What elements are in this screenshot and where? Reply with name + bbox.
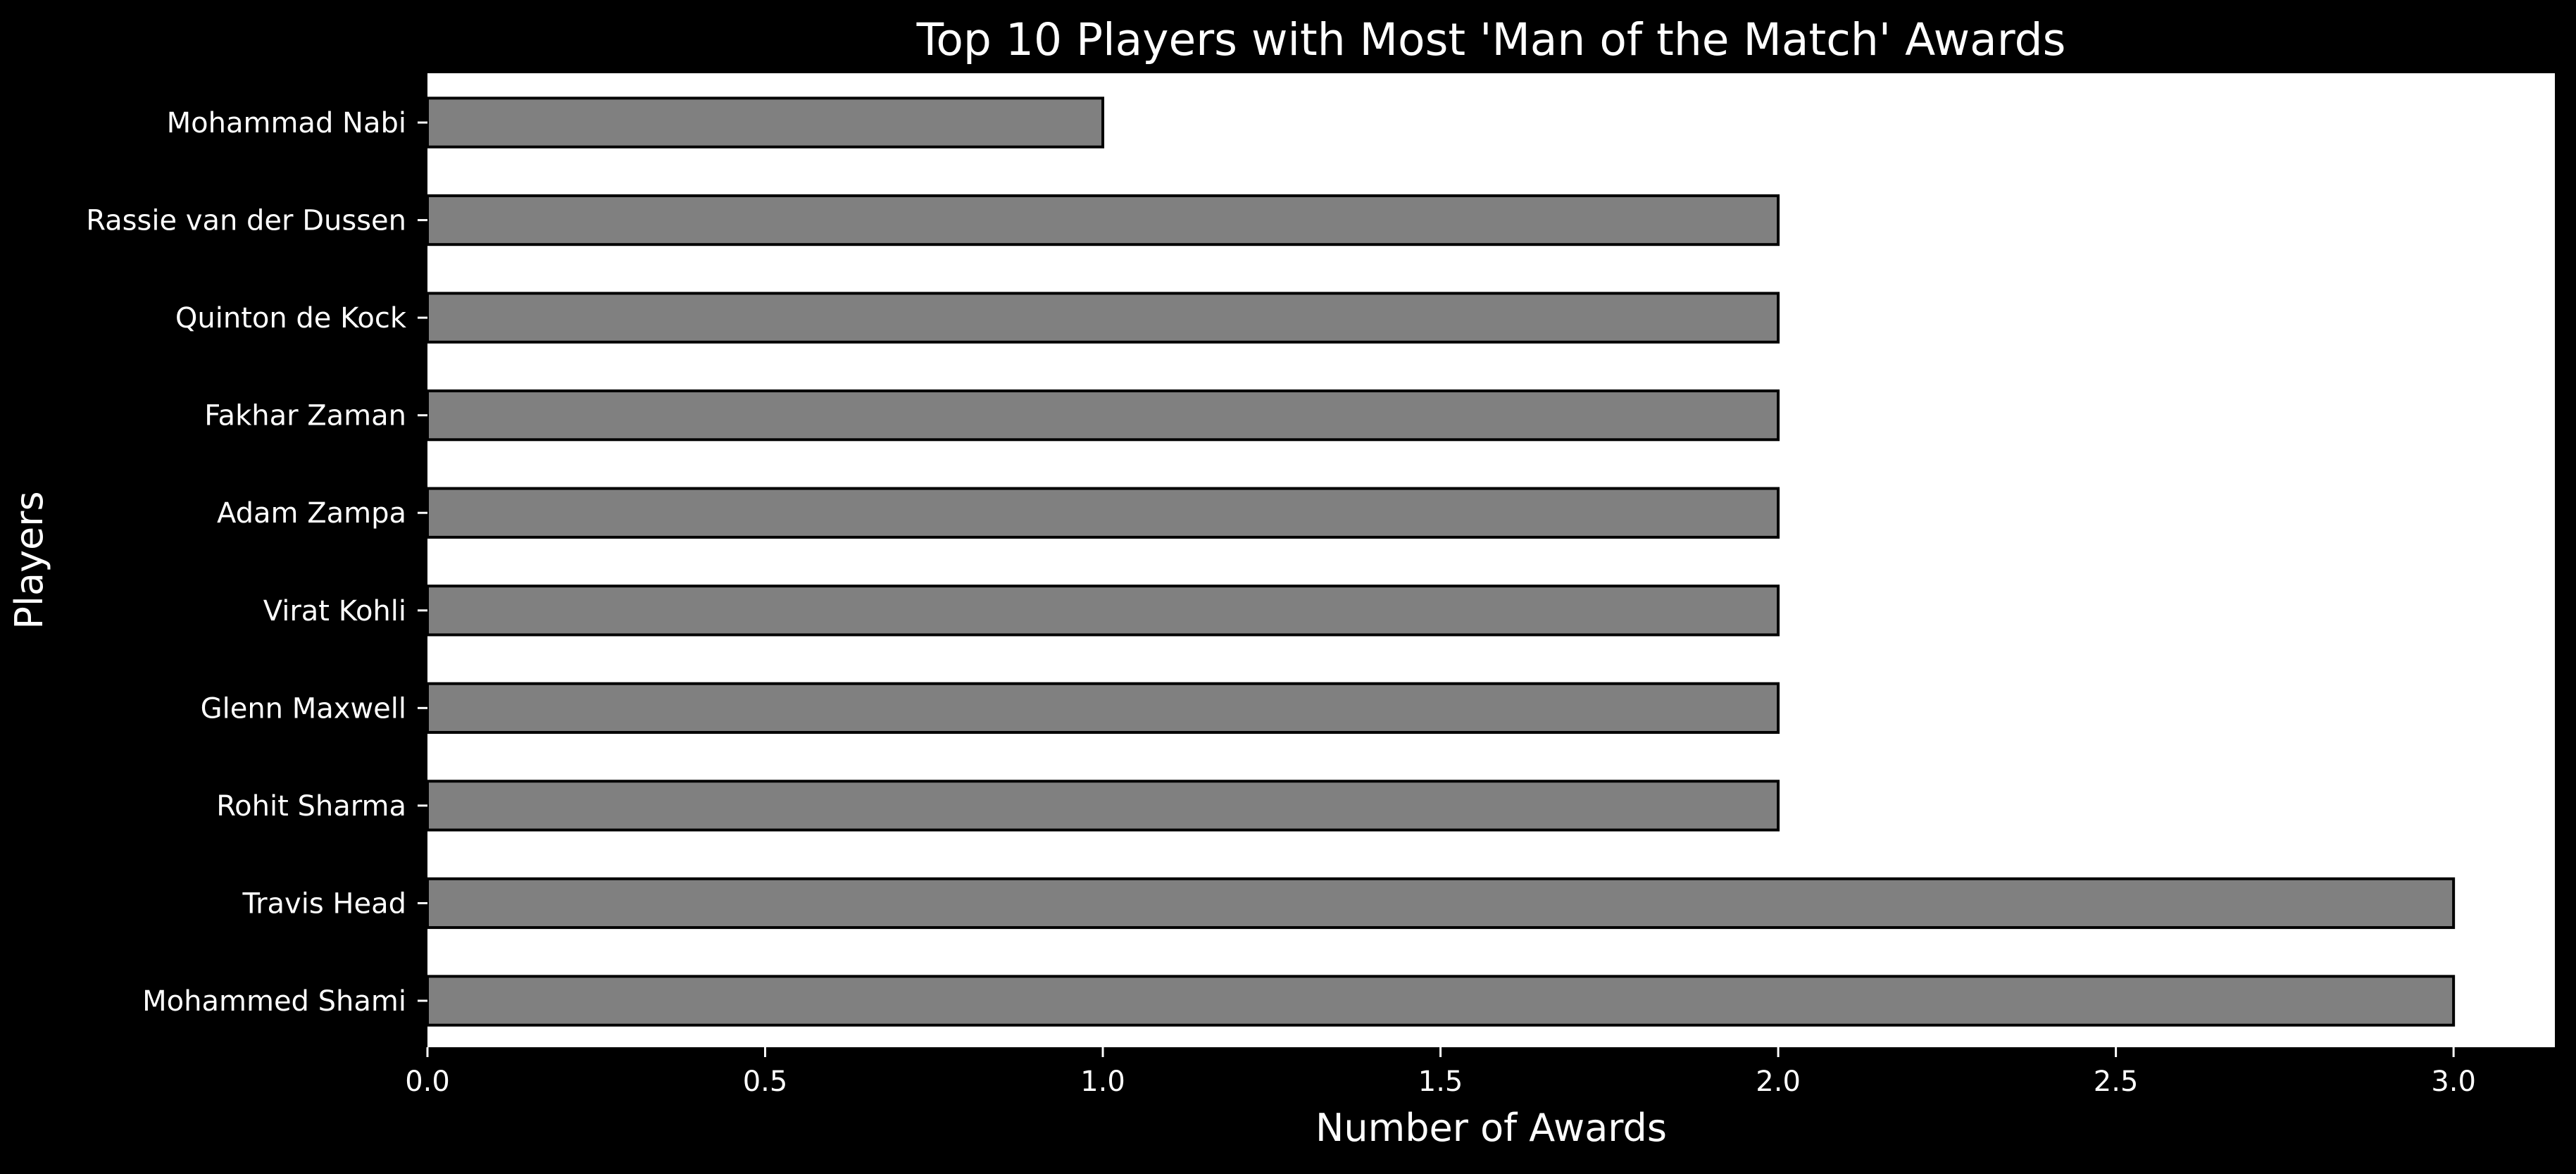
bar — [426, 487, 1780, 539]
y-tick-label: Glenn Maxwell — [201, 692, 406, 725]
bar — [426, 877, 2456, 930]
bar — [426, 96, 1105, 149]
y-tick-label: Mohammed Shami — [142, 985, 406, 1018]
y-tick-label: Travis Head — [242, 887, 406, 920]
x-tick-label: 1.0 — [1080, 1066, 1125, 1098]
x-axis: 0.0 0.5 1.0 1.5 2.0 2.5 3.0 — [405, 1047, 2476, 1098]
x-tick-label: 2.0 — [1756, 1066, 1801, 1098]
x-tick-label: 1.5 — [1418, 1066, 1463, 1098]
bars-layer — [426, 96, 2456, 1027]
x-tick-label: 0.5 — [743, 1066, 788, 1098]
x-tick-label: 2.5 — [2094, 1066, 2139, 1098]
y-tick-label: Virat Kohli — [263, 595, 406, 627]
y-axis: Mohammed Shami Travis Head Rohit Sharma Gle… — [86, 107, 427, 1018]
bar — [426, 682, 1780, 734]
x-tick-label: 3.0 — [2431, 1066, 2476, 1098]
y-tick-label: Mohammad Nabi — [167, 107, 406, 139]
chart-title: Top 10 Players with Most 'Man of the Mat… — [916, 14, 2066, 65]
bar — [426, 292, 1780, 344]
x-axis-label: Number of Awards — [1315, 1106, 1667, 1150]
y-tick-label: Adam Zampa — [217, 497, 406, 530]
y-tick-label: Rohit Sharma — [216, 790, 406, 823]
y-tick-label: Fakhar Zaman — [204, 400, 406, 432]
y-tick-label: Quinton de Kock — [175, 302, 407, 335]
bar — [426, 585, 1780, 637]
y-tick-label: Rassie van der Dussen — [86, 205, 406, 237]
x-tick-label: 0.0 — [405, 1066, 450, 1098]
bar — [426, 389, 1780, 442]
y-axis-label: Players — [7, 491, 51, 629]
bar — [426, 975, 2456, 1027]
bar — [426, 780, 1780, 832]
bar — [426, 194, 1780, 246]
